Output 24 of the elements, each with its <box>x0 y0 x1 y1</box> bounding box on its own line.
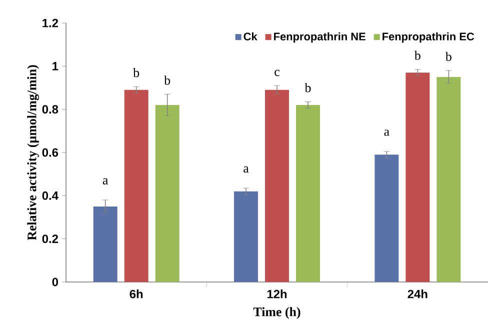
annotation: b <box>304 83 311 92</box>
y-tick-label: 0.6 <box>42 148 58 157</box>
annotation: b <box>414 50 420 60</box>
annotation: a <box>244 166 249 173</box>
y-tick-label: 0.8 <box>42 105 58 114</box>
y-axis-title: Relative activity (µmol/mg/min) <box>27 65 40 240</box>
x-tick-label: 6h <box>130 290 143 298</box>
y-tick-label: 0 <box>52 278 58 286</box>
x-tick-label: 24h <box>408 290 428 298</box>
annotation: c <box>274 70 280 76</box>
annotation: b <box>164 76 170 85</box>
legend-label: Fenpropathrin EC <box>382 32 474 43</box>
legend-label: Fenpropathrin NE <box>274 32 366 43</box>
y-tick-label: 0.4 <box>42 191 58 200</box>
x-axis-title: Time (h) <box>253 307 300 319</box>
annotation: a <box>384 130 390 136</box>
y-tick-label: 1 <box>52 62 58 70</box>
legend-label: Ck <box>244 32 258 40</box>
x-tick-label: 12h <box>267 290 287 298</box>
annotation: b <box>133 68 140 78</box>
annotation: b <box>445 52 452 61</box>
y-tick-label: 0.2 <box>42 234 58 244</box>
annotation: a <box>102 178 108 184</box>
y-tick-label: 1.2 <box>42 18 58 28</box>
